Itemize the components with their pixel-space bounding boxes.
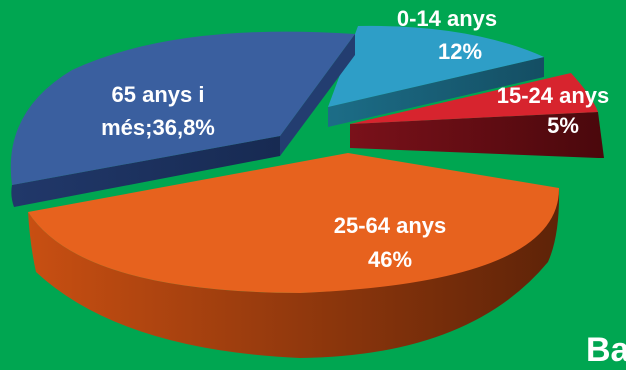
slice-65plus-top — [10, 31, 355, 185]
label-15-24-value: 5% — [547, 113, 579, 138]
label-65plus-line2: més;36,8% — [101, 115, 215, 140]
slice-65plus-side-right — [280, 34, 355, 156]
slice-0-14 — [328, 25, 544, 127]
label-25-64-value: 46% — [368, 247, 412, 272]
cropped-corner-text: Ba — [586, 331, 626, 369]
slice-15-24-top — [350, 73, 598, 124]
label-25-64-category: 25-64 anys — [334, 213, 447, 238]
slice-25-64-top — [28, 153, 560, 293]
label-65plus-line1: 65 anys i — [112, 82, 205, 107]
label-15-24-category: 15-24 anys — [497, 83, 610, 108]
slice-15-24-side — [350, 112, 604, 158]
slice-0-14-top — [328, 25, 544, 108]
label-0-14-value: 12% — [438, 39, 482, 64]
slice-0-14-side — [328, 57, 544, 127]
slice-65plus-side — [11, 136, 280, 207]
label-0-14-category: 0-14 anys — [397, 6, 497, 31]
pie-chart: 0-14 anys 12% 15-24 anys 5% 65 anys i mé… — [10, 6, 610, 358]
slice-25-64 — [28, 153, 560, 358]
slice-15-24 — [350, 73, 604, 158]
slice-25-64-side — [28, 188, 560, 358]
slice-65plus — [10, 31, 355, 207]
